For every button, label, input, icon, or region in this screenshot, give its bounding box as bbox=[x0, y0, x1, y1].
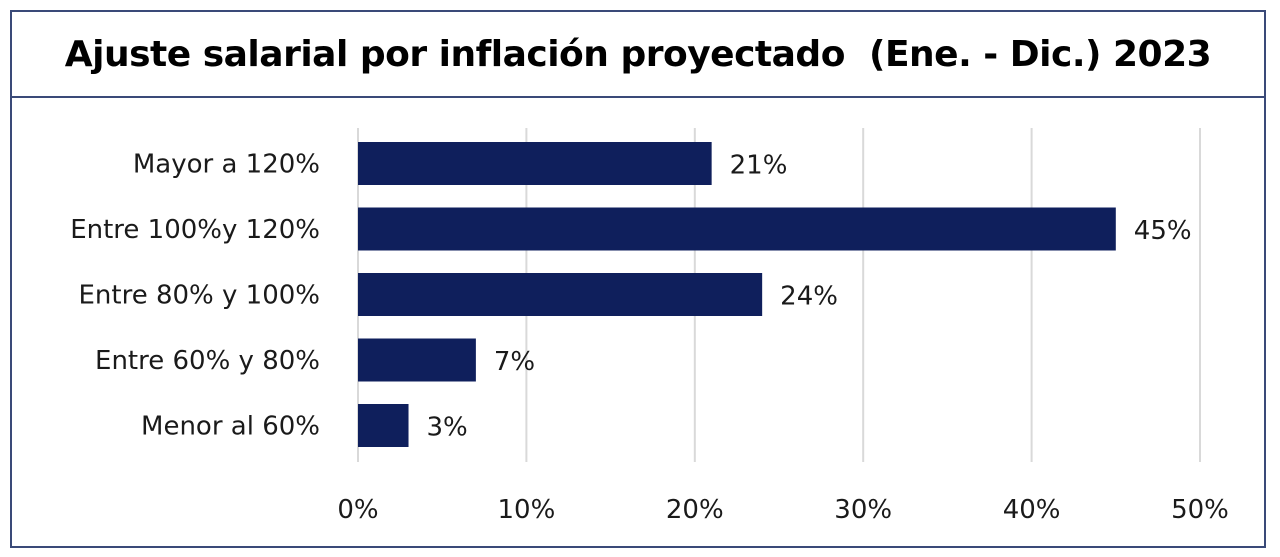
x-tick-label: 20% bbox=[666, 495, 724, 525]
bar bbox=[358, 338, 476, 382]
chart-title-box: Ajuste salarial por inflación proyectado… bbox=[12, 12, 1264, 98]
bars bbox=[358, 142, 1116, 447]
category-label: Entre 60% y 80% bbox=[95, 346, 320, 376]
category-label: Entre 80% y 100% bbox=[78, 281, 320, 311]
x-tick-label: 50% bbox=[1171, 495, 1229, 525]
labels: 0% 10% 20% 30% 40% 50% Mayor a 120% 21% Entre 10… bbox=[70, 150, 1229, 526]
data-label: 7% bbox=[494, 347, 535, 377]
data-label: 3% bbox=[427, 413, 468, 443]
x-tick-label: 40% bbox=[1003, 495, 1061, 525]
data-label: 21% bbox=[730, 151, 788, 181]
bar bbox=[358, 404, 409, 447]
bar bbox=[358, 207, 1116, 251]
data-label: 45% bbox=[1134, 216, 1192, 246]
category-label: Mayor a 120% bbox=[133, 150, 320, 180]
chart-title: Ajuste salarial por inflación proyectado… bbox=[64, 33, 1212, 75]
category-label: Menor al 60% bbox=[141, 412, 320, 442]
x-tick-label: 0% bbox=[337, 495, 378, 525]
data-label: 24% bbox=[780, 282, 838, 312]
category-label: Entre 100%y 120% bbox=[70, 215, 320, 245]
x-tick-label: 30% bbox=[834, 495, 892, 525]
bar bbox=[358, 142, 712, 185]
x-tick-label: 10% bbox=[498, 495, 556, 525]
bar bbox=[358, 273, 763, 316]
chart-frame: Ajuste salarial por inflación proyectado… bbox=[10, 10, 1266, 548]
